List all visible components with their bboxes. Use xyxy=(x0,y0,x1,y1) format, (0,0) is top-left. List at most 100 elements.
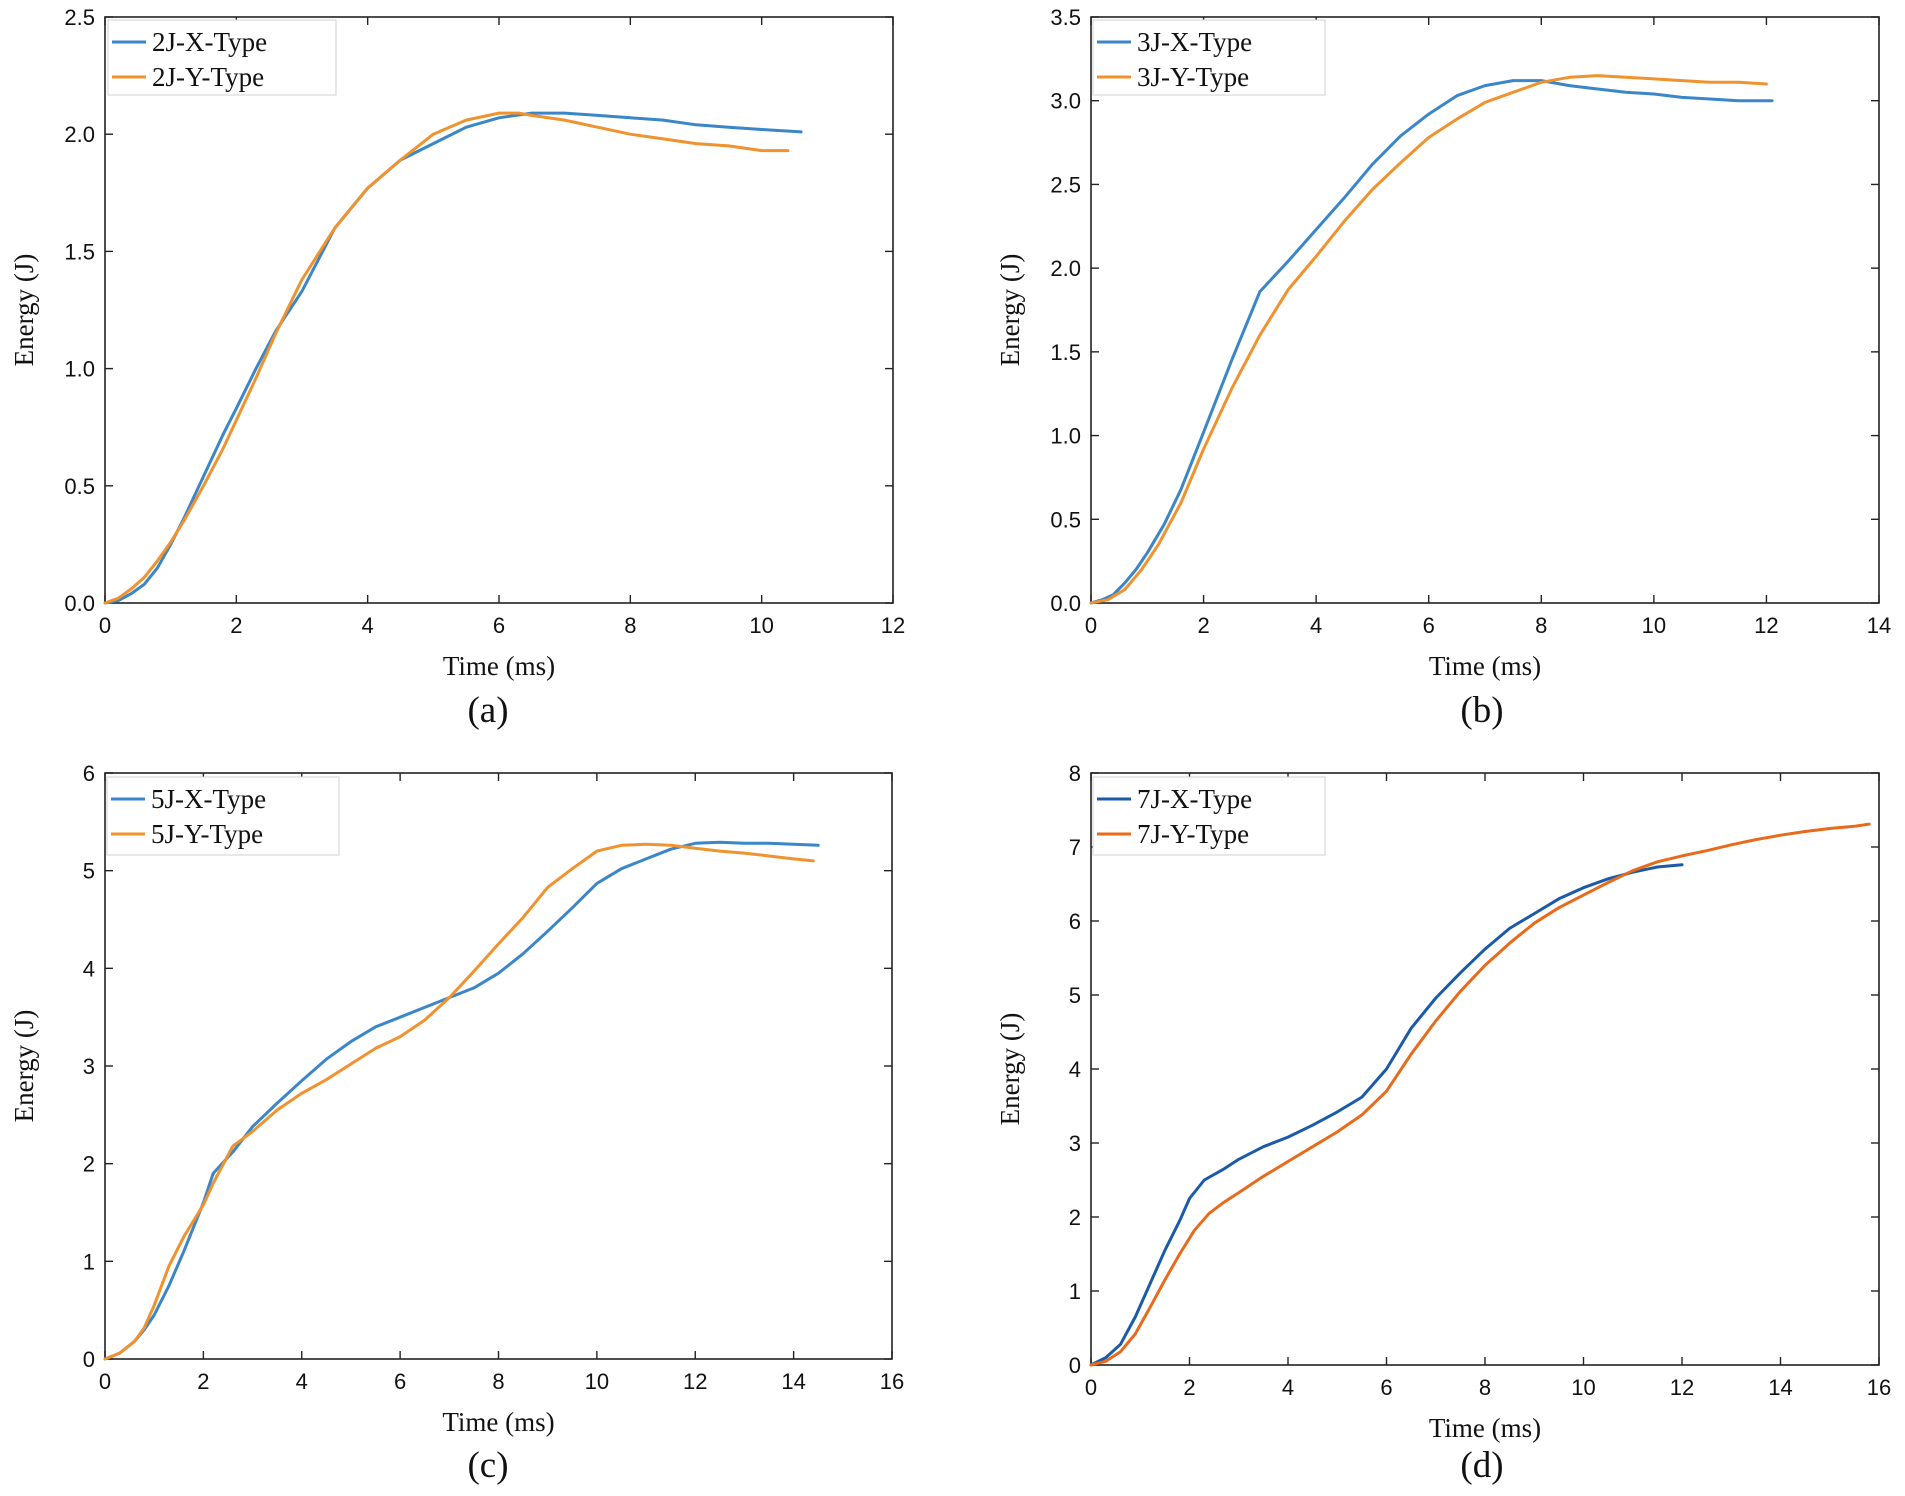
panel-label: (b) xyxy=(1460,690,1503,731)
x-tick-label: 4 xyxy=(1310,613,1322,638)
x-tick-label: 6 xyxy=(1380,1375,1392,1400)
x-tick-label: 12 xyxy=(1754,613,1778,638)
legend-label-0: 7J-X-Type xyxy=(1137,784,1252,814)
legend-label-1: 3J-Y-Type xyxy=(1137,62,1249,92)
legend-box xyxy=(1092,776,1326,856)
x-tick-label: 10 xyxy=(1571,1375,1595,1400)
plot-frame xyxy=(104,772,893,1360)
x-tick-label: 12 xyxy=(881,613,905,638)
series-line-0 xyxy=(1089,79,1774,605)
y-tick-label: 5 xyxy=(1069,983,1081,1008)
x-axis-title: Time (ms) xyxy=(443,651,555,681)
legend-box xyxy=(106,776,340,856)
x-tick-label: 4 xyxy=(1282,1375,1294,1400)
panel-label: (d) xyxy=(1460,1445,1503,1486)
x-tick-label: 12 xyxy=(1670,1375,1694,1400)
plot-frame xyxy=(104,16,894,604)
x-tick-label: 0 xyxy=(1085,1375,1097,1400)
panel-label: (c) xyxy=(467,1445,508,1486)
series-line-1 xyxy=(1089,822,1871,1367)
y-axis-title: Energy (J) xyxy=(9,1010,39,1123)
legend-label-1: 5J-Y-Type xyxy=(151,819,263,849)
x-tick-label: 4 xyxy=(362,613,374,638)
series-line-0 xyxy=(1089,863,1684,1367)
y-tick-label: 3 xyxy=(83,1054,95,1079)
x-tick-label: 10 xyxy=(749,613,773,638)
legend: 7J-X-Type 7J-Y-Type xyxy=(1092,776,1326,856)
y-tick-label: 1.0 xyxy=(64,357,95,382)
legend-label-0: 5J-X-Type xyxy=(151,784,266,814)
legend: 3J-X-Type 3J-Y-Type xyxy=(1092,19,1326,96)
x-tick-label: 8 xyxy=(1535,613,1547,638)
x-tick-label: 4 xyxy=(296,1369,308,1394)
y-tick-label: 1 xyxy=(83,1249,95,1274)
series-line-1 xyxy=(1089,74,1768,605)
y-tick-label: 5 xyxy=(83,859,95,884)
legend: 2J-X-Type 2J-Y-Type xyxy=(107,19,337,96)
y-tick-label: 3.0 xyxy=(1050,89,1081,114)
x-tick-label: 10 xyxy=(1642,613,1666,638)
x-axis-title: Time (ms) xyxy=(442,1407,554,1437)
x-tick-label: 0 xyxy=(99,613,111,638)
x-tick-label: 16 xyxy=(880,1369,904,1394)
y-tick-label: 0 xyxy=(83,1347,95,1372)
chart-panel-1: 0 2 4 6 8 10 12 14 0.0 0.5 1.0 1.5 2.0 2.5 3.0 3.5 Time … xyxy=(995,5,1891,731)
x-tick-label: 14 xyxy=(1867,613,1891,638)
y-tick-label: 7 xyxy=(1069,835,1081,860)
x-tick-label: 2 xyxy=(230,613,242,638)
x-tick-label: 6 xyxy=(493,613,505,638)
x-tick-label: 10 xyxy=(585,1369,609,1394)
y-tick-label: 1.5 xyxy=(1050,340,1081,365)
legend-label-0: 2J-X-Type xyxy=(152,27,267,57)
x-tick-label: 2 xyxy=(197,1369,209,1394)
panel-label: (a) xyxy=(467,690,508,731)
y-tick-label: 0.0 xyxy=(1050,591,1081,616)
chart-panel-0: 0 2 4 6 8 10 12 0.0 0.5 1.0 1.5 2.0 2.5 Time (ms) Ener… xyxy=(9,5,905,731)
y-tick-label: 2.5 xyxy=(1050,172,1081,197)
y-tick-label: 4 xyxy=(83,956,95,981)
x-tick-label: 6 xyxy=(394,1369,406,1394)
y-tick-label: 0.5 xyxy=(1050,507,1081,532)
y-tick-label: 1.0 xyxy=(1050,424,1081,449)
y-tick-label: 6 xyxy=(1069,909,1081,934)
x-tick-label: 0 xyxy=(1085,613,1097,638)
y-tick-label: 0.0 xyxy=(64,591,95,616)
plot-frame xyxy=(1090,16,1880,604)
x-tick-label: 8 xyxy=(492,1369,504,1394)
legend: 5J-X-Type 5J-Y-Type xyxy=(106,776,340,856)
y-tick-label: 6 xyxy=(83,761,95,786)
x-tick-label: 14 xyxy=(1768,1375,1792,1400)
y-axis-title: Energy (J) xyxy=(995,254,1025,367)
legend-label-1: 7J-Y-Type xyxy=(1137,819,1249,849)
legend-label-1: 2J-Y-Type xyxy=(152,62,264,92)
x-axis-title: Time (ms) xyxy=(1429,651,1541,681)
y-tick-label: 1.5 xyxy=(64,239,95,264)
y-tick-label: 3 xyxy=(1069,1131,1081,1156)
x-tick-label: 2 xyxy=(1183,1375,1195,1400)
x-tick-label: 16 xyxy=(1867,1375,1891,1400)
x-tick-label: 0 xyxy=(99,1369,111,1394)
x-tick-label: 2 xyxy=(1197,613,1209,638)
y-tick-label: 4 xyxy=(1069,1057,1081,1082)
x-axis-title: Time (ms) xyxy=(1429,1413,1541,1443)
y-tick-label: 0.5 xyxy=(64,474,95,499)
x-tick-label: 8 xyxy=(624,613,636,638)
x-tick-label: 8 xyxy=(1479,1375,1491,1400)
y-axis-title: Energy (J) xyxy=(995,1013,1025,1126)
series-line-1 xyxy=(103,842,815,1361)
x-tick-label: 14 xyxy=(781,1369,805,1394)
legend-box xyxy=(1092,19,1326,96)
plot-frame xyxy=(1090,772,1880,1366)
y-tick-label: 1 xyxy=(1069,1279,1081,1304)
legend-box xyxy=(107,19,337,96)
y-tick-label: 2 xyxy=(1069,1205,1081,1230)
y-axis-title: Energy (J) xyxy=(9,254,39,367)
legend-label-0: 3J-X-Type xyxy=(1137,27,1252,57)
y-tick-label: 3.5 xyxy=(1050,5,1081,30)
y-tick-label: 2 xyxy=(83,1152,95,1177)
x-tick-label: 12 xyxy=(683,1369,707,1394)
series-line-0 xyxy=(103,840,820,1361)
y-tick-label: 8 xyxy=(1069,761,1081,786)
